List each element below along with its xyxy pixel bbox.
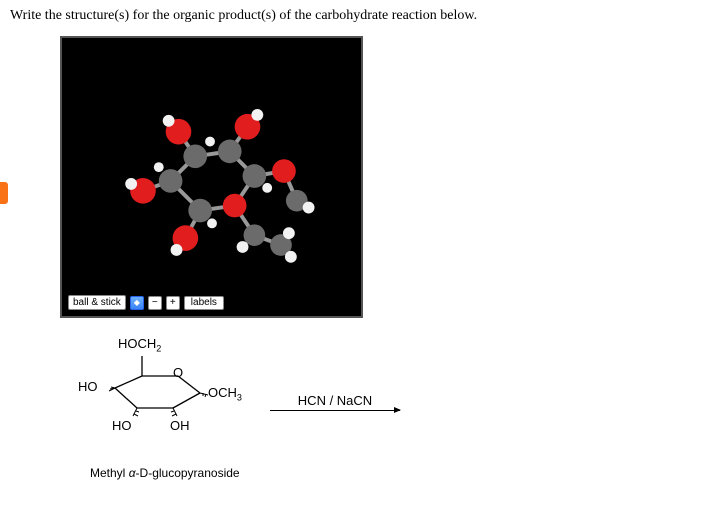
molecule-3d-render xyxy=(62,38,361,316)
oh-bottom-right-label: OH xyxy=(170,418,190,433)
ho-left-label: HO xyxy=(78,379,98,394)
render-mode-dropdown[interactable]: ball & stick xyxy=(68,295,126,310)
stepper-icon[interactable]: ◆ xyxy=(130,296,144,310)
labels-button[interactable]: labels xyxy=(184,296,224,310)
molecule-viewer[interactable]: ball & stick ◆ − + labels xyxy=(60,36,363,318)
molecule-viewer-container: ball & stick ◆ − + labels xyxy=(60,36,363,318)
reagent-arrow: HCN / NaCN xyxy=(270,393,400,411)
ring-oxygen-label: O xyxy=(173,365,183,380)
side-tab[interactable] xyxy=(0,182,8,204)
reaction-arrow xyxy=(270,410,400,411)
reactant-structure: HOCH2 O HO OCH3 HO OH Methyl α-D-glucopy… xyxy=(70,338,250,480)
question-text: Write the structure(s) for the organic p… xyxy=(10,8,718,24)
reaction-scheme: HOCH2 O HO OCH3 HO OH Methyl α-D-glucopy… xyxy=(70,338,718,480)
hoch2-label: HOCH2 xyxy=(118,336,161,354)
viewer-controls: ball & stick ◆ − + labels xyxy=(68,295,224,310)
ho-bottom-left-label: HO xyxy=(112,418,132,433)
zoom-out-button[interactable]: − xyxy=(148,296,162,310)
och3-label: OCH3 xyxy=(208,385,242,403)
reagent-label: HCN / NaCN xyxy=(298,393,372,408)
zoom-in-button[interactable]: + xyxy=(166,296,180,310)
compound-name: Methyl α-D-glucopyranoside xyxy=(90,466,250,480)
